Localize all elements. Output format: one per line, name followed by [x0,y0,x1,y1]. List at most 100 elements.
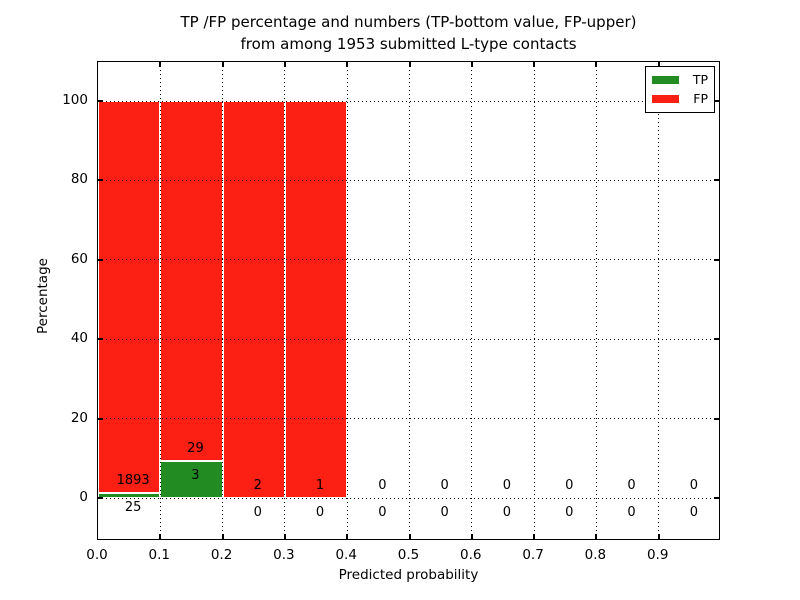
tp-count-label: 0 [440,505,449,521]
x-tick-label: 0.5 [397,547,420,563]
fp-count-label: 1893 [116,472,150,488]
x-tick-mark [533,534,536,539]
x-tick-label: 0.1 [148,547,171,563]
x-tick-label: 0.3 [273,547,295,563]
grid-line-vertical [533,62,535,539]
fp-legend-swatch [652,95,679,104]
grid-line-horizontal [98,338,719,340]
x-tick-mark [283,62,286,67]
tp-count-label: 0 [502,505,512,521]
x-tick-mark [470,534,473,539]
grid-line-vertical [471,62,473,539]
chart-title-line2: from among 1953 submitted L-type contact… [240,35,577,53]
x-tick-mark [595,62,598,67]
fp-count-label: 2 [253,478,262,494]
y-tick-mark [714,338,719,341]
x-axis-label: Predicted probability [338,567,479,583]
y-tick-mark [714,497,719,499]
bar-tp-segment [160,460,223,498]
tp-legend-swatch [652,75,679,84]
grid-line-horizontal [98,100,719,102]
x-tick-label: 0.4 [335,547,357,563]
y-tick-mark [714,417,719,420]
legend: TP FP [645,66,715,113]
fp-count-label: 0 [627,478,636,494]
y-tick-label: 0 [79,489,88,505]
tp-count-label: 0 [565,505,574,521]
x-tick-label: 0.2 [210,547,233,563]
y-tick-label: 60 [70,250,88,267]
y-tick-mark [98,338,103,341]
x-tick-mark [283,534,286,539]
y-tick-mark [714,100,719,102]
grid-line-horizontal [98,179,719,181]
tp-count-label: 0 [253,505,262,521]
bar-fp-segment [98,101,161,493]
x-tick-mark [221,62,224,67]
y-tick-label: 100 [62,92,88,108]
fp-count-label: 0 [502,478,512,494]
tp-count-label: 0 [627,505,636,521]
x-tick-mark [408,534,411,539]
x-tick-mark [657,534,660,539]
legend-entry-fp: FP [646,92,714,106]
x-tick-mark [159,534,162,539]
grid-line-vertical [595,62,597,539]
fp-count-label: 1 [315,478,325,494]
fp-count-label: 0 [440,478,449,494]
fp-count-label: 0 [378,478,387,494]
fp-legend-label: FP [693,91,708,107]
bar-tp-segment [98,492,161,498]
x-tick-mark [533,62,536,67]
x-tick-mark [408,62,411,67]
x-tick-label: 0.6 [460,547,482,563]
x-tick-mark [346,534,349,539]
grid-line-vertical [159,62,161,539]
bar-fp-segment [160,101,223,461]
x-tick-label: 0.9 [646,547,669,563]
fp-count-label: 0 [689,478,698,494]
fp-count-label: 29 [187,440,204,456]
y-tick-label: 20 [70,409,88,426]
y-tick-mark [98,417,103,420]
x-tick-mark [595,534,598,539]
y-tick-mark [98,100,103,102]
fp-count-label: 0 [565,478,574,494]
tp-count-label: 0 [315,505,325,521]
grid-line-vertical [346,62,348,539]
chart-title-line1: TP /FP percentage and numbers (TP-bottom… [180,13,637,31]
y-tick-mark [714,258,719,261]
tp-count-label: 3 [191,467,200,483]
x-tick-label: 0.7 [522,547,544,563]
grid-line-vertical [409,62,410,539]
grid-line-vertical [658,62,660,539]
y-tick-mark [98,179,103,182]
grid-line-vertical [284,62,286,539]
x-tick-label: 0.0 [86,547,108,563]
tp-count-label: 0 [689,505,698,521]
x-tick-mark [159,62,162,67]
tp-count-label: 0 [378,505,387,521]
x-tick-mark [346,62,349,67]
grid-line-vertical [222,62,224,539]
x-tick-mark [221,534,224,539]
plot-area: 1893 25 29 3 2 0 1 0 0 0 0 0 0 0 0 0 0 0 0 0 [97,61,720,540]
bar-fp-segment [284,101,348,498]
bar-fp-segment [222,101,285,498]
x-tick-label: 0.8 [584,547,607,563]
y-tick-mark [98,497,103,499]
y-tick-mark [714,179,719,182]
legend-entry-tp: TP [646,71,714,87]
grid-line-horizontal [98,497,719,499]
y-tick-label: 80 [70,171,88,188]
tp-count-label: 25 [124,499,142,515]
x-tick-mark [470,62,473,67]
grid-line-horizontal [98,259,719,261]
tp-legend-label: TP [692,71,708,87]
y-tick-mark [98,258,103,261]
chart-title: TP /FP percentage and numbers (TP-bottom… [97,11,720,55]
grid-line-horizontal [98,418,719,420]
x-tick-mark [657,62,660,67]
y-tick-label: 40 [70,330,88,347]
